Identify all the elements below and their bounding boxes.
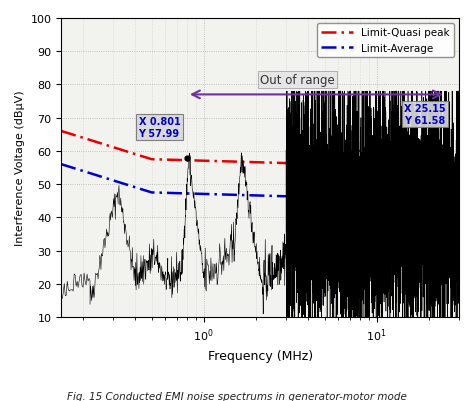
Limit-Average xyxy=(128,184,134,189)
Limit-Quasi peak xyxy=(322,162,328,167)
Limit-Quasi peak xyxy=(58,129,64,134)
Limit-Quasi peak xyxy=(128,151,134,156)
Limit-Quasi peak xyxy=(107,144,112,149)
Limit-Quasi peak xyxy=(322,149,328,154)
Line: Limit-Quasi peak: Limit-Quasi peak xyxy=(61,132,459,165)
Limit-Quasi peak xyxy=(357,149,363,154)
Limit-Quasi peak xyxy=(282,161,287,166)
Limit-Average xyxy=(322,182,328,187)
Line: Limit-Average: Limit-Average xyxy=(61,165,459,198)
Limit-Quasi peak xyxy=(210,159,216,164)
Y-axis label: Interference Voltage (dBμV): Interference Voltage (dBμV) xyxy=(15,91,25,246)
X-axis label: Frequency (MHz): Frequency (MHz) xyxy=(208,349,313,362)
Legend: Limit-Quasi peak, Limit-Average: Limit-Quasi peak, Limit-Average xyxy=(317,24,454,58)
Text: Fig. 15 Conducted EMI noise spectrums in generator-motor mode: Fig. 15 Conducted EMI noise spectrums in… xyxy=(67,391,407,401)
Limit-Average xyxy=(357,182,363,187)
Limit-Average xyxy=(282,194,287,199)
Limit-Average xyxy=(107,177,112,182)
Limit-Average xyxy=(322,196,328,200)
Limit-Average xyxy=(58,162,64,167)
Text: X 25.15
Y 61.58: X 25.15 Y 61.58 xyxy=(404,104,446,126)
Text: Out of range: Out of range xyxy=(260,74,335,87)
Limit-Average xyxy=(456,182,462,187)
Text: X 0.801
Y 57.99: X 0.801 Y 57.99 xyxy=(138,117,180,139)
Limit-Quasi peak xyxy=(456,149,462,154)
Limit-Average xyxy=(210,192,216,197)
